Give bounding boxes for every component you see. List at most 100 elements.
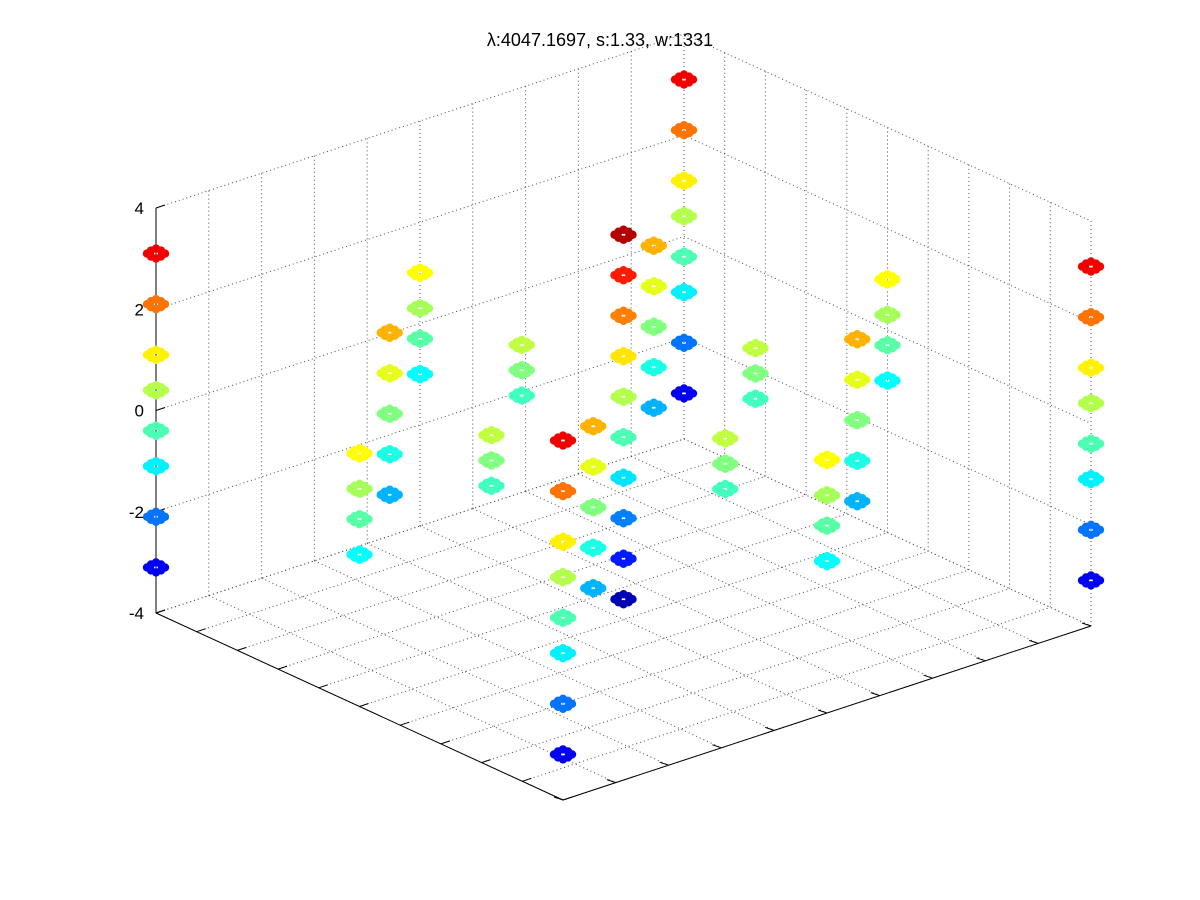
scatter-point-dot: [420, 301, 430, 310]
scatter-point-dot: [614, 355, 623, 364]
scatter-point: [549, 643, 577, 663]
scatter-point-dot: [614, 598, 623, 607]
scatter-point-dot: [726, 462, 735, 471]
scatter-point-dot: [614, 592, 623, 601]
scatter-point-dot: [614, 389, 623, 398]
scatter-point-dot: [420, 271, 430, 281]
scatter-point: [580, 417, 607, 436]
scatter-point-dot: [644, 325, 653, 334]
scatter-point-dot: [380, 453, 389, 462]
scatter-point-dot: [360, 547, 369, 556]
scatter-point-dot: [512, 337, 521, 347]
scatter-point-dot: [553, 616, 563, 625]
scatter-point-dot: [716, 487, 725, 497]
scatter-point-dot: [390, 447, 399, 456]
scatter-point-dot: [350, 553, 359, 562]
scatter-point: [406, 263, 434, 283]
scatter-point-dot: [674, 122, 684, 132]
scatter-point-dot: [594, 465, 603, 474]
scatter-point: [640, 358, 667, 377]
scatter-point: [142, 381, 170, 400]
scatter-point-dot: [1091, 366, 1101, 376]
z-tick-label: 4: [135, 199, 144, 218]
scatter-point-dot: [878, 313, 887, 323]
floor-grid-line: [277, 494, 807, 670]
scatter-point-dot: [674, 78, 684, 87]
scatter-point-dot: [482, 459, 491, 468]
scatter-point-dot: [563, 570, 573, 579]
scatter-point-dot: [716, 431, 725, 440]
scatter-point-dot: [848, 332, 857, 341]
scatter-point-dot: [644, 360, 653, 369]
scatter-point: [346, 479, 373, 499]
scatter-point-dot: [1091, 259, 1101, 268]
scatter-point-dot: [848, 453, 857, 462]
scatter-point-dot: [684, 386, 694, 395]
scatter-point-dot: [522, 388, 531, 397]
scatter-point-dot: [420, 331, 430, 340]
scatter-point-dot: [827, 524, 837, 533]
scatter-point-dot: [726, 437, 735, 446]
wall-grid-line: [155, 438, 685, 614]
scatter-point-dot: [624, 233, 633, 242]
scatter-point-dot: [1091, 579, 1101, 588]
scatter-point-dot: [746, 340, 755, 350]
scatter-point-dot: [594, 506, 603, 515]
scatter-point: [1077, 469, 1105, 489]
scatter-point-dot: [584, 419, 593, 428]
scatter-point-dot: [410, 366, 420, 376]
scatter-point-dot: [350, 547, 359, 556]
z-tick-label: 2: [135, 300, 144, 319]
scatter-point-dot: [848, 459, 857, 468]
scatter-point: [742, 364, 769, 383]
scatter-point-dot: [1091, 265, 1101, 274]
scatter-point-dot: [848, 372, 857, 381]
scatter-point-dot: [410, 271, 420, 281]
scatter-point-dot: [146, 429, 156, 438]
scatter-point-dot: [888, 313, 897, 323]
y-tick-mark: [765, 726, 775, 731]
scatter-point-dot: [492, 453, 501, 462]
scatter-point-dot: [848, 500, 857, 509]
scatter-point-dot: [156, 464, 166, 474]
scatter-point: [844, 492, 871, 511]
scatter-point-dot: [614, 436, 623, 445]
scatter-point-dot: [654, 244, 663, 253]
scatter-point-dot: [482, 484, 491, 494]
scatter-point-dot: [146, 423, 156, 432]
scatter-point-dot: [827, 488, 837, 497]
scatter-point: [549, 568, 577, 587]
scatter-point-dot: [156, 429, 166, 438]
scatter-point: [142, 345, 170, 365]
scatter-point-dot: [350, 452, 359, 461]
scatter-point-dot: [726, 487, 735, 497]
scatter-point: [813, 516, 841, 535]
scatter-point-dot: [410, 337, 420, 346]
scatter-point-dot: [360, 511, 369, 521]
scatter-point-dot: [584, 540, 593, 549]
scatter-point: [1077, 257, 1105, 276]
scatter-point-dot: [1081, 265, 1091, 274]
scatter-point: [549, 694, 577, 714]
floor-grid-line: [196, 457, 725, 633]
scatter-point-dot: [644, 366, 653, 375]
scatter-point-dot: [654, 285, 663, 294]
scatter-point-dot: [624, 511, 633, 520]
scatter-point-dot: [848, 338, 857, 347]
scatter-point-dot: [553, 702, 563, 712]
scatter-point-dot: [817, 458, 827, 468]
scatter-point-dot: [594, 581, 603, 590]
scatter-point-dot: [410, 265, 420, 275]
scatter-point-dot: [1091, 522, 1101, 532]
scatter-point-dot: [644, 279, 653, 288]
scatter-point-dot: [563, 540, 573, 550]
scatter-point-dot: [146, 353, 156, 363]
scatter-point: [142, 421, 170, 440]
scatter-point-dot: [1081, 477, 1091, 487]
scatter-point-dot: [146, 515, 156, 525]
scatter-point-dot: [654, 238, 663, 247]
floor-grid-line: [440, 569, 970, 745]
scatter-point-dot: [624, 389, 633, 398]
scatter-point-dot: [156, 246, 166, 255]
scatter-point-dot: [156, 509, 166, 519]
